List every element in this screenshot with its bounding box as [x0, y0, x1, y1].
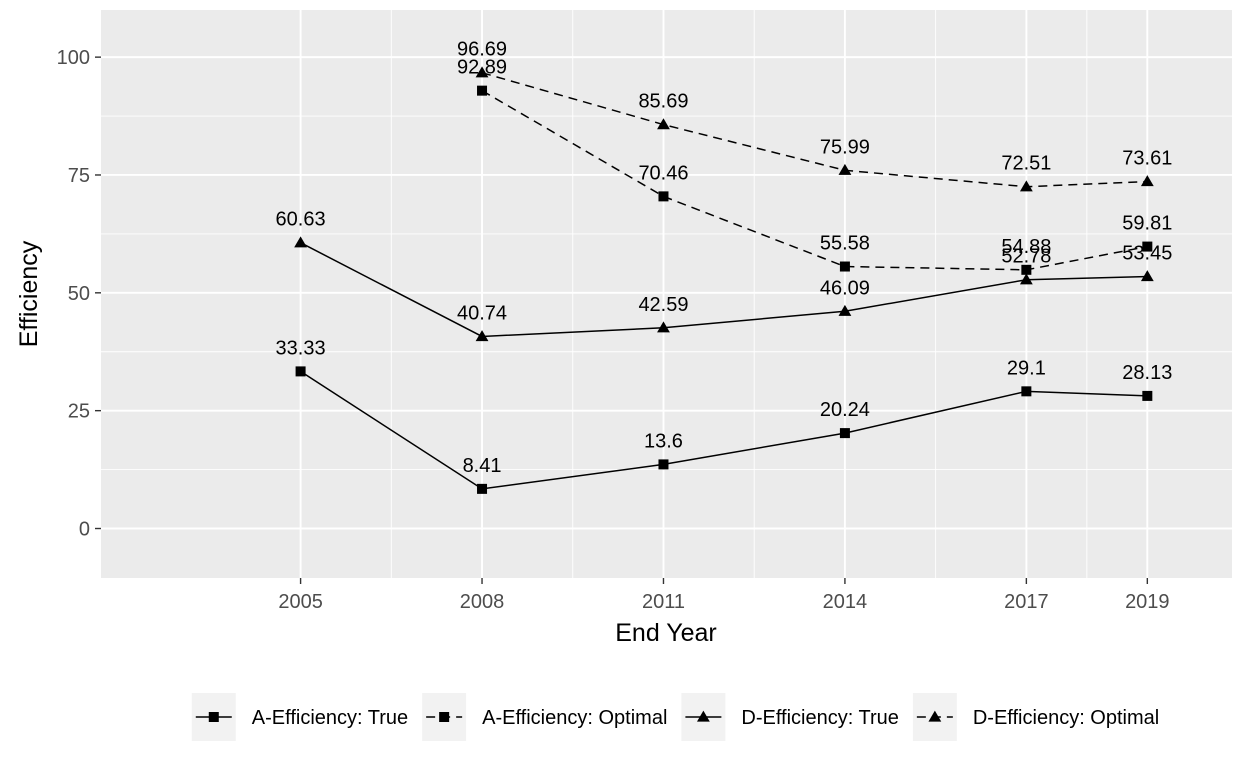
series-4-point — [1140, 175, 1154, 187]
y-tick-label: 50 — [68, 283, 90, 305]
x-tick-label: 2017 — [1004, 591, 1049, 613]
data-label: 53.45 — [1122, 243, 1172, 265]
y-tick-label: 75 — [68, 165, 90, 187]
data-label: 75.99 — [820, 136, 870, 158]
legend-label: D-Efficiency: Optimal — [973, 707, 1159, 729]
x-axis-title: End Year — [615, 619, 717, 647]
legend-key-marker — [439, 712, 450, 722]
x-tick-label: 2008 — [460, 591, 505, 613]
y-tick-label: 25 — [68, 401, 90, 423]
series-4-point — [1019, 180, 1033, 192]
series-2-point — [1142, 241, 1153, 252]
series-3-point — [1019, 273, 1033, 285]
data-label: 96.69 — [457, 39, 507, 61]
legend: A-Efficiency: True A-Efficiency: Optimal D… — [191, 693, 1159, 741]
y-tick-label: 0 — [79, 519, 90, 541]
series-3-point — [475, 330, 489, 342]
series-4-point — [838, 163, 852, 175]
series-3-point — [1140, 270, 1154, 282]
data-label: 20.24 — [820, 399, 870, 421]
data-label: 13.6 — [644, 430, 683, 452]
x-tick-label: 2019 — [1125, 591, 1170, 613]
legend-key-marker — [928, 710, 942, 722]
series-2-point — [839, 261, 850, 272]
data-label: 28.13 — [1122, 362, 1172, 384]
legend-label: D-Efficiency: True — [741, 707, 898, 729]
series-1-point — [1142, 390, 1153, 401]
series-1-point — [839, 428, 850, 439]
legend-label: A-Efficiency: True — [252, 707, 408, 729]
series-3-point — [294, 236, 307, 248]
series-line-1 — [300, 370, 1148, 490]
x-tick-label: 2005 — [278, 591, 323, 613]
y-tick-label: 100 — [57, 47, 90, 69]
legend-key-marker — [696, 710, 710, 722]
y-axis: 0 25 50 75 100 — [57, 47, 101, 541]
data-label: 33.33 — [276, 337, 326, 359]
legend-key-marker — [208, 712, 219, 722]
series-2-point — [658, 191, 669, 202]
y-axis-title: Efficiency — [15, 240, 43, 347]
data-labels: 33.33 8.41 13.6 20.24 29.1 28.13 92.89 70.46 55.… — [276, 39, 1173, 477]
data-label: 92.89 — [457, 57, 507, 79]
data-label: 85.69 — [638, 91, 688, 113]
data-label: 70.46 — [638, 162, 688, 184]
data-label: 55.58 — [820, 233, 870, 255]
data-label: 42.59 — [638, 294, 688, 316]
series-3-point — [657, 321, 670, 333]
series-4-point — [657, 118, 670, 130]
data-label: 40.74 — [457, 302, 507, 324]
grid-minor — [101, 10, 1232, 578]
data-label: 54.88 — [1001, 236, 1051, 258]
legend-label: A-Efficiency: Optimal — [482, 707, 667, 729]
series-line-2 — [481, 90, 1148, 271]
data-label: 73.61 — [1122, 148, 1172, 170]
data-label: 29.1 — [1007, 357, 1046, 379]
data-label: 72.51 — [1001, 153, 1051, 175]
series-2-point — [477, 85, 488, 96]
series-markers — [294, 66, 1154, 494]
series-1-point — [1021, 386, 1032, 397]
series-1-point — [295, 366, 306, 377]
series-line-3 — [300, 242, 1148, 338]
series-1-point — [658, 459, 669, 470]
x-axis: 2005 2008 2011 2014 2017 2019 — [278, 578, 1170, 613]
data-label: 52.78 — [1001, 246, 1051, 268]
grid-major — [101, 10, 1232, 578]
series-3-point — [838, 304, 852, 316]
data-label: 59.81 — [1122, 213, 1172, 235]
series-2-point — [1021, 264, 1032, 275]
x-tick-label: 2011 — [642, 591, 685, 613]
x-tick-label: 2014 — [823, 591, 868, 613]
series-1-point — [477, 483, 488, 494]
plot-panel — [101, 10, 1232, 578]
series-4-point — [475, 66, 489, 78]
data-label: 60.63 — [276, 209, 326, 231]
data-label: 8.41 — [463, 455, 502, 477]
data-label: 46.09 — [820, 277, 870, 299]
